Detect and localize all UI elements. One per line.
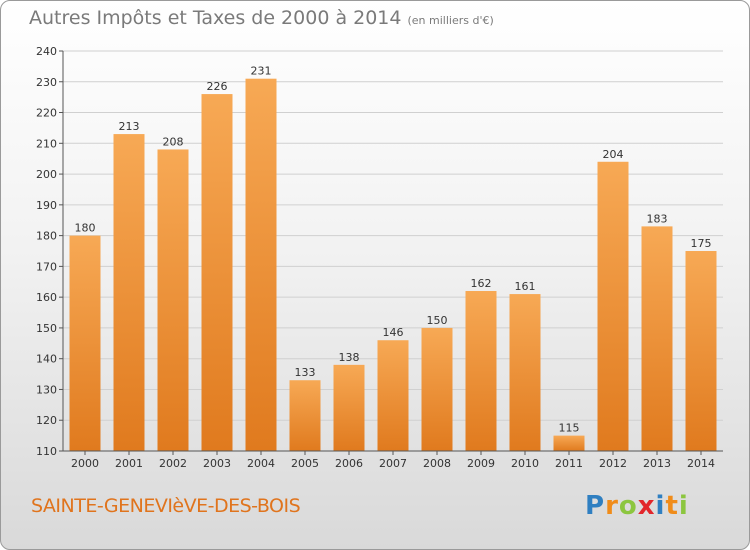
bars [69,78,717,452]
y-tick-label: 170 [36,260,57,273]
chart-title-text: Autres Impôts et Taxes de 2000 à 2014 [29,7,402,29]
bar [289,380,321,451]
y-tick-label: 160 [36,291,57,304]
x-tick-label: 2006 [335,457,363,470]
logo-letter: i [655,491,666,521]
bar [641,226,673,451]
x-tick-label: 2012 [599,457,627,470]
x-tick-label: 2009 [467,457,495,470]
x-tick-label: 2008 [423,457,451,470]
x-tick-label: 2007 [379,457,407,470]
bar [553,435,585,451]
bar-value-label: 208 [163,135,184,148]
x-tick-label: 2010 [511,457,539,470]
y-tick-label: 180 [36,230,57,243]
x-tick-label: 2000 [71,457,99,470]
bar [465,291,497,451]
bar-value-label: 115 [559,422,580,435]
bar [113,134,145,452]
bar [597,161,629,451]
bar-value-label: 231 [251,65,272,78]
bar-value-label: 213 [119,120,140,133]
y-tick-label: 190 [36,199,57,212]
bar [685,251,717,451]
bar-value-label: 204 [603,148,624,161]
bar-value-label: 180 [75,222,96,235]
bar-value-label: 175 [691,237,712,250]
bar-value-label: 162 [471,277,492,290]
x-tick-label: 2004 [247,457,275,470]
bar [69,235,101,451]
y-tick-label: 120 [36,414,57,427]
y-tick-label: 150 [36,322,57,335]
x-tick-label: 2003 [203,457,231,470]
logo-letter: P [585,491,606,521]
bar-value-label: 183 [647,212,668,225]
chart-title: Autres Impôts et Taxes de 2000 à 2014 (en… [29,7,494,29]
bar [509,294,541,451]
logo-letter: t [665,491,679,521]
bar-value-label: 226 [207,80,228,93]
y-tick-label: 200 [36,168,57,181]
x-tick-label: 2002 [159,457,187,470]
x-tick-label: 2005 [291,457,319,470]
bar [333,364,365,451]
logo-letter: o [618,491,638,521]
bar-value-label: 150 [427,314,448,327]
bar [245,78,277,451]
bar [201,94,233,452]
bar-value-label: 133 [295,366,316,379]
y-tick-label: 210 [36,137,57,150]
y-tick-label: 140 [36,353,57,366]
data-labels: 180 213 208 226 231 133 138 146 150 162 161 115 204 1… [75,65,712,435]
x-tick-label: 2011 [555,457,583,470]
logo-letter: i [678,491,689,521]
bar [157,149,189,451]
bar-value-label: 138 [339,351,360,364]
city-name: SAINTE-GENEVIèVE-DES-BOIS [31,495,301,517]
bar-value-label: 146 [383,326,404,339]
x-tick-label: 2014 [687,457,715,470]
bar [377,340,409,451]
y-tick-label: 240 [36,45,57,58]
logo-letter: r [605,491,619,521]
x-tick-label: 2013 [643,457,671,470]
y-tick-label: 110 [36,445,57,458]
bar-value-label: 161 [515,280,536,293]
x-tick-label: 2001 [115,457,143,470]
axes: 110 120 130 140 150 160 170 180 190 200 210 220 230 2… [36,45,723,470]
y-tick-label: 220 [36,107,57,120]
logo-letter: x [637,491,656,521]
y-tick-label: 130 [36,383,57,396]
chart-title-unit: (en milliers d'€) [407,14,494,27]
proxiti-logo: Proxiti [585,491,689,521]
bar [421,327,453,451]
y-tick-label: 230 [36,76,57,89]
